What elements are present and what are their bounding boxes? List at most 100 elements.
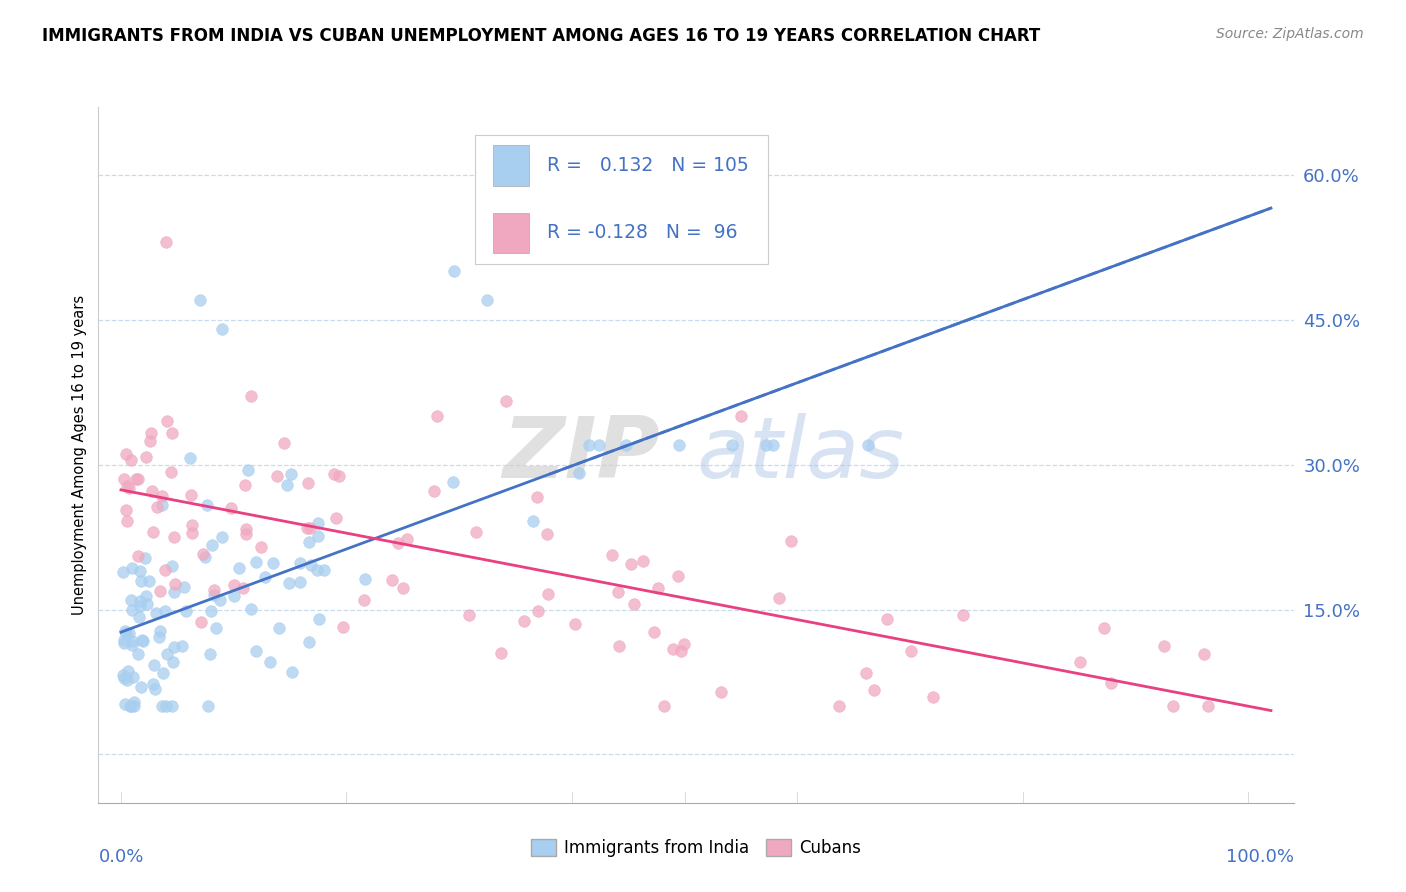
Point: [526, 491, 548, 505]
Point: [855, 666, 877, 681]
Point: [148, 624, 170, 639]
Point: [135, 590, 157, 604]
Point: [952, 608, 974, 623]
Point: [128, 599, 150, 613]
Point: [149, 584, 172, 599]
Point: [236, 463, 259, 477]
Point: [288, 574, 311, 589]
Point: [730, 409, 752, 424]
Point: [163, 640, 186, 654]
Point: [443, 264, 465, 278]
Point: [602, 548, 624, 562]
Point: [148, 630, 170, 644]
Point: [1197, 699, 1219, 714]
Point: [1192, 648, 1215, 662]
Point: [124, 696, 146, 710]
Point: [1153, 639, 1175, 653]
Point: [139, 425, 162, 440]
Point: [620, 558, 643, 572]
Point: [122, 669, 145, 683]
Point: [191, 548, 214, 562]
Point: [307, 563, 329, 577]
Legend: Immigrants from India, Cubans: Immigrants from India, Cubans: [524, 832, 868, 864]
Point: [643, 625, 665, 640]
Point: [299, 521, 322, 535]
Point: [112, 473, 135, 487]
Point: [209, 593, 232, 607]
Text: 100.0%: 100.0%: [1226, 848, 1294, 866]
Point: [607, 639, 630, 653]
Point: [1099, 676, 1122, 690]
Point: [122, 699, 145, 714]
Point: [150, 699, 173, 714]
FancyBboxPatch shape: [494, 213, 529, 253]
Point: [228, 561, 250, 575]
Point: [160, 699, 183, 714]
Point: [568, 466, 591, 480]
Point: [195, 499, 218, 513]
Point: [423, 484, 446, 499]
Point: [495, 393, 517, 408]
Point: [118, 626, 141, 640]
Point: [112, 635, 135, 649]
Point: [201, 538, 224, 552]
Point: [266, 469, 288, 483]
Text: R =   0.132   N = 105: R = 0.132 N = 105: [547, 156, 748, 175]
Point: [295, 521, 318, 535]
Point: [290, 556, 312, 570]
FancyBboxPatch shape: [494, 145, 529, 186]
Point: [262, 556, 284, 570]
Point: [117, 665, 139, 679]
Point: [828, 699, 851, 714]
Point: [165, 577, 187, 591]
Point: [863, 682, 886, 697]
Point: [312, 564, 335, 578]
Point: [129, 594, 152, 608]
Point: [132, 634, 155, 648]
Point: [224, 589, 246, 603]
Text: R = -0.128   N =  96: R = -0.128 N = 96: [547, 224, 737, 243]
Point: [308, 516, 330, 530]
Point: [115, 478, 138, 492]
Point: [162, 559, 184, 574]
Point: [138, 574, 160, 588]
Point: [112, 566, 135, 580]
Point: [232, 581, 254, 595]
Point: [522, 514, 544, 528]
Point: [194, 550, 217, 565]
Point: [163, 530, 186, 544]
Point: [163, 584, 186, 599]
Point: [181, 518, 204, 533]
Point: [114, 624, 136, 639]
Point: [135, 450, 157, 464]
Point: [672, 637, 695, 651]
Point: [668, 438, 690, 452]
Point: [115, 626, 138, 640]
Point: [202, 588, 225, 602]
Point: [115, 673, 138, 687]
Point: [710, 685, 733, 699]
Point: [118, 481, 141, 495]
Point: [277, 576, 299, 591]
Point: [162, 655, 184, 669]
Point: [129, 564, 152, 578]
Point: [239, 389, 262, 403]
Point: [308, 612, 330, 626]
Point: [233, 478, 256, 492]
Point: [127, 549, 149, 564]
Point: [179, 450, 201, 465]
Point: [156, 414, 179, 428]
Point: [153, 604, 176, 618]
Point: [489, 646, 512, 660]
Point: [647, 582, 669, 596]
Point: [198, 648, 221, 662]
Point: [307, 529, 329, 543]
Point: [387, 535, 409, 549]
Point: [353, 593, 375, 607]
Point: [156, 647, 179, 661]
Point: [112, 633, 135, 648]
Point: [114, 698, 136, 712]
Point: [1092, 621, 1115, 635]
Point: [856, 438, 879, 452]
Point: [1161, 699, 1184, 714]
